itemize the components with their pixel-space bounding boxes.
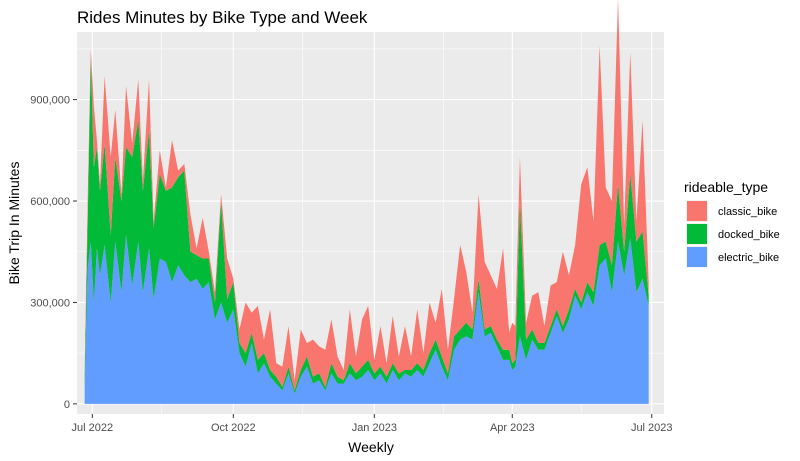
x-tick-label: Apr 2023 [490,422,535,434]
y-tick-label: 900,000 [30,95,70,107]
area-electric-bike [84,234,649,404]
legend-label-electric-bike: electric_bike [718,252,779,264]
y-tick-label: 600,000 [30,196,70,208]
x-tick-label: Jul 2023 [631,422,673,434]
area-docked-bike [84,55,649,394]
legend: rideable_type classic_bike docked_bikeele… [684,179,780,268]
area-classic-bike [84,0,649,391]
y-tick-label: 0 [64,399,70,411]
x-axis-title: Weekly [348,439,394,455]
legend-label-classic-bike: classic_bike [718,206,777,218]
chart-title: Rides Minutes by Bike Type and Week [77,8,368,27]
legend-label-docked-bike: docked_bike [718,229,780,241]
y-axis-ticks: 0 300,000 600,000 900,000 [30,95,77,411]
y-axis-title: Bike Trip In Minutes [6,162,22,285]
y-tick-label: 300,000 [30,297,70,309]
legend-key-electric-bike [687,247,707,267]
legend-key-classic-bike [687,201,707,221]
x-axis-ticks: Jul 2022 Oct 2022 Jan 2023 Apr 2023 Jul 2023 [72,414,673,434]
stacked-areas [84,0,649,404]
x-tick-label: Oct 2022 [211,422,256,434]
x-tick-label: Jul 2022 [72,422,114,434]
legend-title: rideable_type [684,179,768,195]
x-tick-label: Jan 2023 [352,422,397,434]
legend-key-docked-bike [687,224,707,244]
